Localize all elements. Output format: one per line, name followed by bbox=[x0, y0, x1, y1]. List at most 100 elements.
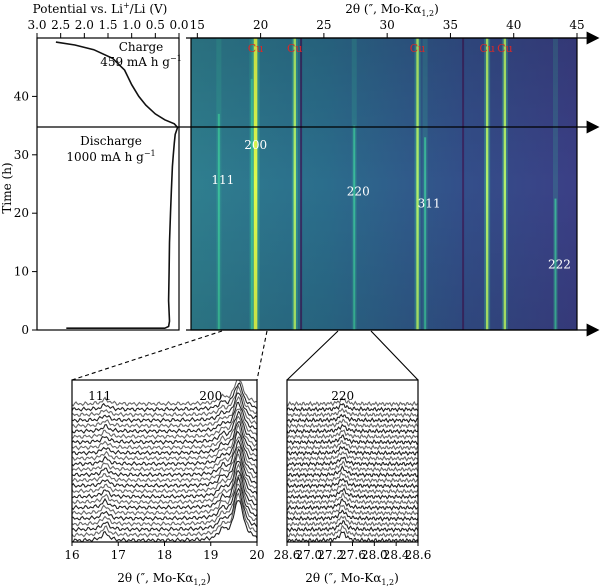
cu-label: Cu bbox=[248, 42, 264, 55]
diffraction-trace bbox=[72, 470, 257, 511]
diffraction-trace bbox=[287, 413, 418, 424]
inset-220: 220 28.627.027.227.628.028.428.6 2θ (″, … bbox=[274, 379, 432, 587]
diffraction-trace bbox=[72, 380, 257, 407]
diffraction-trace bbox=[287, 519, 418, 533]
diffraction-trace bbox=[287, 487, 418, 500]
voltage-x-tick-label: 2.5 bbox=[51, 18, 70, 32]
time-y-tick-label: 30 bbox=[14, 148, 29, 162]
diffraction-trace bbox=[72, 474, 257, 516]
cu-labels: Cu Cu Cu Cu Cu bbox=[248, 42, 513, 55]
discharge-label: Discharge bbox=[80, 134, 142, 148]
diffraction-trace bbox=[287, 524, 418, 539]
inset-x-tick-label: 16 bbox=[64, 548, 79, 562]
diffraction-trace bbox=[287, 407, 418, 418]
zoom-connector-right-b bbox=[370, 330, 419, 381]
discharge-rate: 1000 mA h g−1 bbox=[66, 149, 155, 164]
diffraction-trace bbox=[72, 446, 257, 483]
xrd-x-tick-label: 15 bbox=[190, 18, 205, 32]
inset-a-peak-labels: 111 200 bbox=[88, 389, 222, 403]
voltage-x-tick-label: 3.0 bbox=[27, 18, 46, 32]
inset-peak-label: 200 bbox=[199, 389, 222, 403]
charge-label: Charge bbox=[119, 40, 164, 54]
diffraction-trace bbox=[72, 453, 257, 494]
voltage-panel: Potential vs. Li+/Li (V) 3.0 2.5 2.0 1.5 1.0… bbox=[0, 1, 189, 337]
inset-x-tick-label: 27.6 bbox=[339, 548, 366, 562]
diffraction-trace bbox=[287, 429, 418, 440]
voltage-plot-frame bbox=[36, 37, 180, 331]
cu-label: Cu bbox=[497, 42, 513, 55]
diffraction-trace bbox=[72, 430, 257, 467]
diffraction-trace bbox=[287, 515, 418, 528]
inset-x-tick-label: 28.0 bbox=[361, 548, 388, 562]
inset-b-background bbox=[287, 380, 418, 542]
voltage-x-tick-label: 0.0 bbox=[169, 18, 188, 32]
diffraction-trace bbox=[287, 531, 418, 542]
diffraction-trace bbox=[287, 402, 418, 413]
inset-b-x-ticks: 28.627.027.227.628.028.428.6 bbox=[274, 542, 432, 562]
reflection-label: 111 bbox=[211, 173, 234, 187]
voltage-x-axis-title: Potential vs. Li+/Li (V) bbox=[33, 1, 168, 16]
diffraction-trace bbox=[72, 421, 257, 456]
diffraction-trace bbox=[287, 483, 418, 495]
inset-x-tick-label: 20 bbox=[249, 548, 264, 562]
inset-111-200: 111 200 16 17 18 19 20 2θ (″, Mo-Kα1,2) bbox=[64, 379, 265, 587]
inset-x-tick-label: 27.2 bbox=[317, 548, 344, 562]
time-y-ticks: 0 10 20 30 40 bbox=[14, 89, 37, 337]
diffraction-trace bbox=[287, 465, 418, 479]
xrd-x-tick-label: 25 bbox=[316, 18, 331, 32]
diffraction-trace bbox=[72, 492, 257, 538]
inset-a-x-ticks: 16 17 18 19 20 bbox=[64, 542, 265, 562]
xrd-panel: 2θ (″, Mo-Kα1,2) 15 20 25 30 35 40 45 Cu Cu Cu Cu… bbox=[190, 2, 585, 331]
diffraction-trace bbox=[72, 401, 257, 434]
cu-label: Cu bbox=[479, 42, 495, 55]
inset-x-tick-label: 28.6 bbox=[405, 548, 432, 562]
diffraction-trace bbox=[72, 475, 257, 522]
inset-b-traces bbox=[287, 397, 418, 542]
diffraction-trace bbox=[287, 471, 418, 484]
diffraction-trace bbox=[72, 385, 257, 418]
diffraction-trace bbox=[72, 439, 257, 478]
inset-peak-label: 220 bbox=[331, 389, 354, 403]
voltage-x-tick-label: 1.0 bbox=[122, 18, 141, 32]
diffraction-trace bbox=[287, 440, 418, 451]
diffraction-trace bbox=[72, 396, 257, 429]
inset-a-x-axis-title: 2θ (″, Mo-Kα1,2) bbox=[117, 571, 211, 587]
xrd-x-tick-label: 30 bbox=[380, 18, 395, 32]
diffraction-trace bbox=[72, 460, 257, 500]
reflection-label: 222 bbox=[548, 258, 571, 272]
reflection-label: 311 bbox=[418, 196, 441, 210]
inset-b-peak-labels: 220 bbox=[331, 389, 354, 403]
xrd-x-axis-title: 2θ (″, Mo-Kα1,2) bbox=[345, 2, 439, 18]
time-y-tick-label: 10 bbox=[14, 265, 29, 279]
inset-x-tick-label: 27.0 bbox=[295, 548, 322, 562]
diffraction-trace bbox=[287, 434, 418, 446]
diffraction-trace bbox=[72, 463, 257, 505]
cu-label: Cu bbox=[410, 42, 426, 55]
zoom-connector-right-a bbox=[286, 330, 339, 381]
diffraction-trace bbox=[287, 423, 418, 435]
diffraction-trace bbox=[287, 498, 418, 511]
inset-x-tick-label: 28.6 bbox=[274, 548, 301, 562]
inset-x-tick-label: 18 bbox=[157, 548, 172, 562]
inset-x-tick-label: 19 bbox=[203, 548, 218, 562]
xrd-map-shading bbox=[191, 38, 577, 330]
charge-rate: 459 mA h g−1 bbox=[100, 54, 182, 69]
diffraction-trace bbox=[287, 492, 418, 506]
cu-label: Cu bbox=[287, 42, 303, 55]
reflection-label: 200 bbox=[244, 138, 267, 152]
inset-x-tick-label: 28.4 bbox=[383, 548, 410, 562]
time-y-tick-label: 40 bbox=[14, 89, 29, 103]
reflection-label: 220 bbox=[347, 185, 370, 199]
inset-peak-label: 111 bbox=[88, 389, 111, 403]
diffraction-trace bbox=[287, 460, 418, 473]
diffraction-trace bbox=[287, 451, 418, 462]
voltage-x-tick-label: 2.0 bbox=[75, 18, 94, 32]
diffraction-trace bbox=[287, 397, 418, 407]
inset-a-traces bbox=[72, 380, 257, 542]
diffraction-trace bbox=[72, 436, 257, 473]
diffraction-trace bbox=[72, 483, 257, 527]
diffraction-trace bbox=[287, 456, 418, 468]
diffraction-trace bbox=[72, 408, 257, 440]
diffraction-trace bbox=[72, 448, 257, 489]
